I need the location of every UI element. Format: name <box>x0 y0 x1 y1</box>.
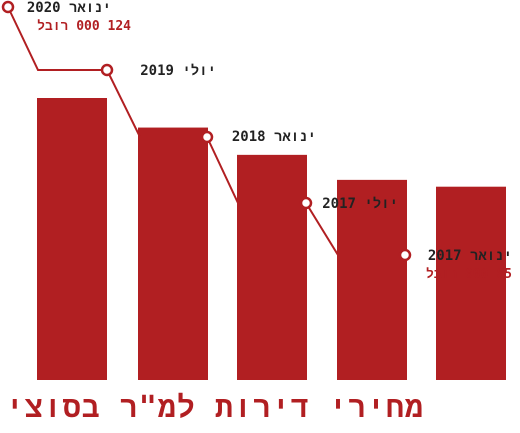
category-label-1: יולי 2019 <box>140 63 216 79</box>
trend-marker-4 <box>398 248 412 262</box>
labels-layer: ינואר 2020 יולי 2019 ינואר 2018 יולי 2017 ינ… <box>27 0 512 282</box>
bar-0 <box>37 98 107 380</box>
bar-3 <box>337 179 407 380</box>
trend-marker-0 <box>1 0 15 14</box>
value-label-0: 124 000 רובל <box>37 19 131 34</box>
bar-4 <box>436 186 506 380</box>
category-label-4: ינואר 2017 <box>428 248 512 264</box>
category-label-2: ינואר 2018 <box>232 129 316 145</box>
bars-layer <box>37 98 506 380</box>
value-label-4: 85 000 רובל <box>426 267 512 282</box>
category-label-0: ינואר 2020 <box>27 0 111 16</box>
trend-marker-1 <box>100 63 114 77</box>
bar-1 <box>138 127 208 380</box>
trend-marker-2 <box>200 130 214 144</box>
bar-2 <box>237 154 307 380</box>
trend-marker-3 <box>299 196 313 210</box>
category-label-3: יולי 2017 <box>322 196 398 212</box>
markers-layer <box>1 0 412 262</box>
chart-title: מחירי דירות למ"ר בסוצי <box>5 390 424 425</box>
